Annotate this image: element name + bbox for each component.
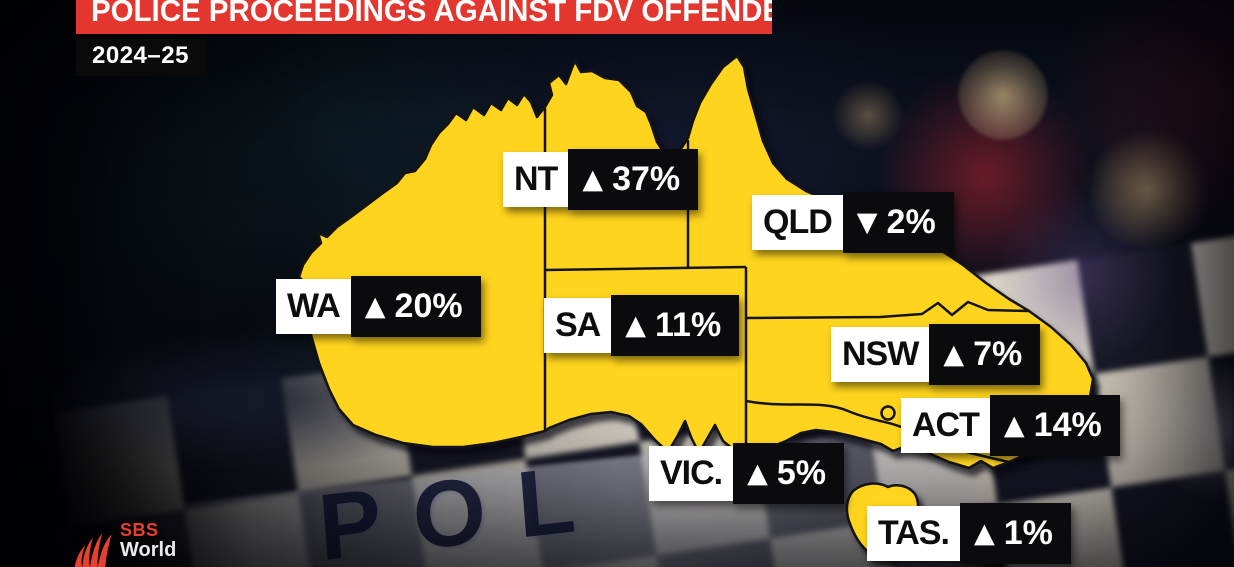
triangle-up-icon: ▲ <box>973 517 995 549</box>
value-box: ▲ 5% <box>733 443 845 504</box>
title-banner: POLICE PROCEEDINGS AGAINST FDV OFFENDERS <box>76 0 772 34</box>
label-qld: QLD ▼ 2% <box>752 192 954 253</box>
triangle-up-icon: ▲ <box>943 338 965 370</box>
region-name: VIC. <box>649 446 734 501</box>
sbs-logo-text: SBS World <box>120 521 176 561</box>
value-text: 5% <box>776 454 827 492</box>
label-act: ACT ▲ 14% <box>901 395 1120 456</box>
triangle-up-icon: ▲ <box>364 290 386 322</box>
value-box: ▲ 1% <box>959 503 1071 564</box>
label-tas: TAS. ▲ 1% <box>867 503 1071 564</box>
value-box: ▲ 37% <box>568 149 699 210</box>
label-nt: NT ▲ 37% <box>503 149 699 210</box>
value-text: 20% <box>394 287 463 325</box>
region-name: WA <box>276 279 351 334</box>
label-wa: WA ▲ 20% <box>276 276 481 337</box>
region-name: NSW <box>831 327 930 382</box>
triangle-up-icon: ▲ <box>582 163 604 195</box>
region-name: TAS. <box>867 506 960 561</box>
triangle-up-icon: ▲ <box>625 309 646 341</box>
value-box: ▲ 14% <box>989 395 1120 456</box>
region-name: QLD <box>752 195 843 250</box>
value-box: ▼ 2% <box>842 192 954 253</box>
state-border-sa-north <box>544 265 747 272</box>
value-text: 11% <box>655 306 722 344</box>
region-name: ACT <box>901 398 990 453</box>
value-text: 2% <box>886 203 936 241</box>
triangle-down-icon: ▼ <box>856 206 878 238</box>
sbs-world-text: World <box>120 538 177 561</box>
value-box: ▲ 7% <box>929 324 1041 385</box>
value-text: 7% <box>973 335 1023 373</box>
value-text: 14% <box>1033 406 1102 444</box>
triangle-up-icon: ▲ <box>747 457 768 489</box>
value-box: ▲ 20% <box>350 276 481 337</box>
value-box: ▲ 11% <box>611 295 740 356</box>
label-nsw: NSW ▲ 7% <box>831 324 1041 385</box>
region-name: SA <box>544 298 612 353</box>
sbs-brand-text: SBS <box>120 520 159 540</box>
sbs-flame-icon <box>74 532 112 567</box>
period-badge: 2024–25 <box>76 39 206 76</box>
sbs-logo: SBS World <box>70 521 176 567</box>
region-name: NT <box>503 152 569 207</box>
label-sa: SA ▲ 11% <box>544 295 740 356</box>
label-vic: VIC. ▲ 5% <box>649 443 845 504</box>
triangle-up-icon: ▲ <box>1003 409 1025 441</box>
act-locator-dot <box>880 405 896 421</box>
page-title: POLICE PROCEEDINGS AGAINST FDV OFFENDERS <box>91 0 772 28</box>
value-text: 1% <box>1003 514 1053 552</box>
state-border-qld-nsw <box>745 300 1030 320</box>
value-text: 37% <box>612 160 681 198</box>
